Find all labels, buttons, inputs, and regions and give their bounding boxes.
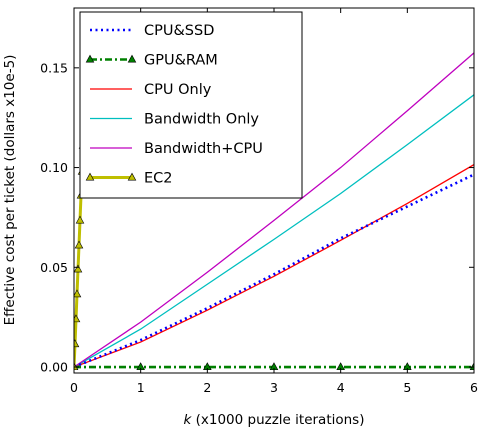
x-tick-label: 0 [70, 380, 78, 395]
series-line-bandwidth-only [74, 94, 474, 368]
legend-label-cpu-ssd: CPU&SSD [144, 23, 214, 39]
point-ec2 [74, 264, 83, 273]
legend-item-bandwidth-only: Bandwidth Only [90, 112, 259, 128]
legend-box [79, 11, 303, 199]
x-tick-label: 6 [470, 380, 478, 395]
x-axis-title-symbol: k [183, 412, 192, 428]
point-ec2 [74, 240, 84, 249]
series-line-cpu-only [74, 164, 474, 368]
legend-item-bandwidth-cpu: Bandwidth+CPU [90, 141, 263, 157]
legend-marker-ec2 [85, 172, 95, 181]
point-gpu-ram [469, 362, 474, 371]
legend-marker-gpu-ram [127, 54, 137, 63]
y-tick-label: 0.15 [40, 60, 68, 75]
legend-label-gpu-ram: GPU&RAM [144, 53, 218, 69]
legend-item-gpu-ram: GPU&RAM [85, 53, 218, 69]
x-axis-title-rest: (x1000 puzzle iterations) [191, 412, 364, 428]
series-line-cpu-ssd [74, 173, 474, 369]
legend-marker-gpu-ram [85, 54, 95, 63]
legend-label-cpu-only: CPU Only [144, 82, 212, 98]
x-tick-label: 1 [137, 380, 145, 395]
point-ec2 [74, 362, 79, 371]
legend-item-cpu-ssd: CPU&SSD [90, 23, 214, 39]
series-line-bandwidth-cpu [74, 52, 474, 368]
x-tick-label: 5 [403, 380, 411, 395]
legend-item-cpu-only: CPU Only [90, 82, 212, 98]
x-tick-label: 3 [270, 380, 278, 395]
legend-label-bandwidth-only: Bandwidth Only [144, 112, 259, 128]
point-ec2 [75, 215, 85, 224]
point-ec2 [74, 289, 82, 298]
y-tick-label: 0.10 [40, 160, 68, 175]
x-tick-label: 2 [203, 380, 211, 395]
y-tick-label: 0.00 [40, 360, 68, 375]
legend-label-ec2: EC2 [144, 171, 173, 187]
x-tick-label: 4 [337, 380, 345, 395]
point-ec2 [74, 339, 80, 348]
legend-item-ec2: EC2 [85, 171, 173, 187]
x-axis-title: k (x1000 puzzle iterations) [183, 412, 364, 428]
legend-label-bandwidth-cpu: Bandwidth+CPU [144, 141, 263, 157]
y-axis-title: Effective cost per ticket (dollars x10e-… [2, 55, 18, 326]
ticks-layer: 0 1 2 3 4 5 6 0.00 0.05 0.10 0.15 [40, 8, 478, 395]
y-tick-label: 0.05 [40, 260, 68, 275]
legend-marker-ec2 [127, 172, 137, 181]
legend: CPU&SSD GPU&RAM CPU Only Bandwidth Only Band… [79, 11, 303, 199]
